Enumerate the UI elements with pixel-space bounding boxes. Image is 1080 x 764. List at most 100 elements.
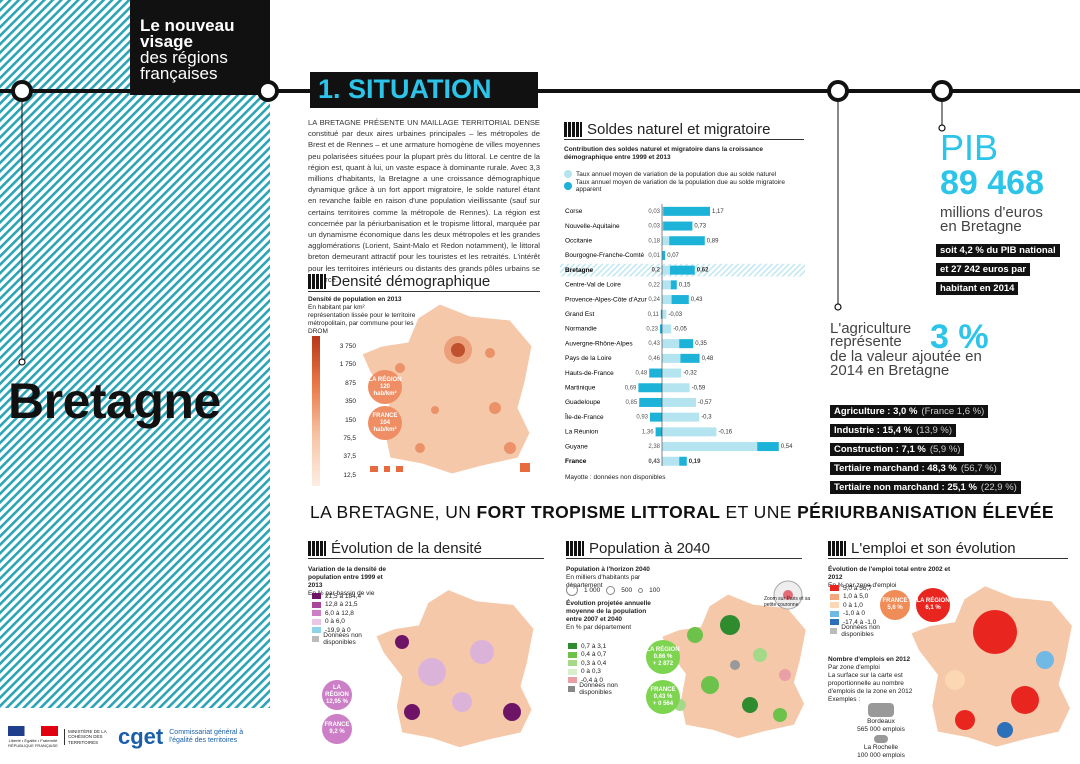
category-label: Guadeloupe [565,399,601,406]
title: Densité démographique [331,273,491,290]
legend-label: 21,5 à 184,4 [325,592,362,600]
example-shape [868,703,894,717]
pib-detail: et 27 242 euros par [936,263,1031,276]
value-label: 1,17 [712,209,724,215]
bar [662,383,690,393]
bar [649,368,662,378]
republic-logo: Liberté • Égalité • Fraternité RÉPUBLIQU… [8,726,58,748]
badge-value: 12,95 % [325,698,349,705]
value-label: 0,07 [667,253,679,259]
republic-text: Liberté • Égalité • Fraternité RÉPUBLIQU… [8,738,58,748]
bar [662,427,717,437]
timeline-node [931,80,953,102]
emploi-france-badge: FRANCE 5,6 % [880,590,910,620]
badge-label: FRANCE [324,722,350,728]
bar [662,442,758,452]
sector-row: Agriculture : 3,0 % (France 1,6 %) [830,405,989,418]
category-label: Occitanie [565,237,592,244]
emploi-legend: 5,0 à 56,7 1,0 à 5,0 0 à 1,0 -1,0 à 0 -17,4 … [830,584,900,638]
badge-label: LA RÉGION [916,598,950,604]
pop-zoom: Zoom sur Paris et sa petite couronne [764,596,811,608]
legend-label: 1 750 [339,361,356,369]
icon [564,122,582,137]
legend-label: -1,0 à 0 [843,610,866,618]
category-label: Île-de-France [564,412,604,421]
legend-swatch [568,660,577,667]
heading-bold: Le nouveau visage [140,16,235,51]
value-label: 0,03 [648,209,660,215]
soldes-chart: Corse 0,03 1,17 Nouvelle-Aquitaine 0,03 0,73 O… [560,204,805,466]
size-label: 1 000 [584,586,601,594]
category-label: Centre-Val de Loire [565,282,621,289]
legend-label: 0 à 1,0 [843,601,863,609]
legend-item: 0,4 à 0,7 [568,651,638,660]
sectors: Agriculture : 3,0 % (France 1,6 %) Industr… [830,401,1030,496]
density-region-badge: LA RÉGION 120 hab/km² [368,370,402,404]
subtitle2: Nombre d'emplois en 2012 [828,656,911,663]
pop-legend: 0,7 à 3,1 0,4 à 0,7 0,3 à 0,4 0 à 0,3 -0,4 à… [568,642,638,696]
legend-item: 0,3 à 0,4 [568,659,638,668]
legend-swatch [568,677,577,684]
bar [662,221,664,231]
bar [660,324,662,334]
pib: PIB 89 468 [940,130,1044,201]
legend-item: 0,7 à 3,1 [568,642,638,651]
badge-extra: + 0 564 [652,700,674,707]
bar [680,353,700,363]
soldes-note: Mayotte : données non disponibles [565,474,666,481]
bar [662,295,672,305]
unit: En habitant par km² [308,304,365,311]
bar [757,442,779,452]
bar [662,368,682,378]
bar [662,412,700,422]
title: L'emploi et son évolution [851,540,1016,557]
title: Évolution de la densité [331,540,482,557]
value-label: 2,38 [648,444,660,450]
value-label: 0,18 [648,238,660,244]
legend-swatch [312,635,320,642]
legend-item: -0,4 à 0 [568,676,638,685]
sector-france: (56,7 %) [960,463,997,474]
sidebar-heading: Le nouveau visage des régions françaises [140,16,265,83]
unit: En % par zone d'emploi [828,582,897,589]
value-label: 0,11 [648,312,660,318]
bar [660,309,662,319]
value-label: 0,35 [695,341,707,347]
legend-label: 0 à 6,0 [325,618,345,626]
subtitle2: Évolution projetée annuelle moyenne de l… [566,600,651,623]
legend-swatch [830,619,839,626]
bar [639,397,662,407]
evo-france-badge: FRANCE 9,2 % [322,714,352,744]
category-label: Martinique [565,384,596,391]
bar [663,206,710,216]
value-label: -0,3 [701,415,712,421]
heading-light: des régions françaises [140,48,228,83]
legend-swatch [312,593,321,600]
timeline-node [11,80,33,102]
legend-label: 5,0 à 56,7 [843,584,872,592]
drom [370,463,530,472]
density-map [361,303,533,475]
legend-label: 0,7 à 3,1 [581,642,607,650]
icon [308,274,326,289]
legend-label: 37,5 [343,453,356,461]
unit2: En % par département [566,624,632,631]
ministry: MINISTÈRE DE LA COHÉSION DES TERRITOIRES [64,728,112,746]
example-city: La Rochelle [863,744,899,751]
legend-item: Taux annuel moyen de variation de la pop… [564,179,804,193]
value-label: 0,2 [652,268,661,274]
category-label: Bretagne [565,267,594,274]
example-value: 565 000 emplois [857,726,905,733]
pop-france-badge: FRANCE 0,43 % + 0 564 [646,680,680,714]
category-label: Pays de la Loire [565,355,612,362]
value-label: 0,43 [648,341,660,347]
value-label: 0,43 [648,459,660,465]
value-label: 0,24 [648,297,660,303]
value-label: -0,57 [698,400,712,406]
legend-label: 0,3 à 0,4 [581,659,607,667]
pop-region-badge: LA RÉGION 0,66 % + 2 872 [646,640,680,674]
value-label: 0,48 [702,356,714,362]
map-blobs [418,640,494,712]
